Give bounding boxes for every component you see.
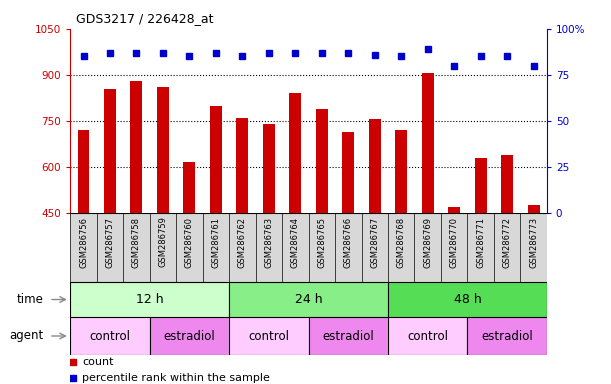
Bar — [309, 317, 388, 355]
Text: 12 h: 12 h — [136, 293, 164, 306]
Bar — [70, 282, 229, 317]
Text: estradiol: estradiol — [164, 329, 215, 343]
Text: time: time — [17, 293, 44, 306]
Bar — [70, 317, 150, 355]
Text: GSM286763: GSM286763 — [265, 217, 273, 268]
Text: control: control — [248, 329, 290, 343]
Bar — [501, 155, 513, 213]
Text: GDS3217 / 226428_at: GDS3217 / 226428_at — [76, 12, 214, 25]
Text: GSM286756: GSM286756 — [79, 217, 88, 268]
Text: agent: agent — [10, 329, 44, 343]
Bar — [210, 106, 222, 213]
Bar — [388, 282, 547, 317]
Text: GSM286766: GSM286766 — [344, 217, 353, 268]
Bar — [388, 317, 467, 355]
Bar — [131, 81, 142, 213]
Text: GSM286769: GSM286769 — [423, 217, 432, 268]
Bar — [183, 162, 196, 213]
Text: GSM286757: GSM286757 — [106, 217, 114, 268]
Bar — [342, 132, 354, 213]
Text: GSM286761: GSM286761 — [211, 217, 221, 268]
Bar — [290, 93, 301, 213]
Text: count: count — [82, 358, 114, 367]
Text: 24 h: 24 h — [295, 293, 323, 306]
Bar — [395, 130, 407, 213]
Bar — [467, 317, 547, 355]
Text: estradiol: estradiol — [323, 329, 374, 343]
Text: GSM286765: GSM286765 — [317, 217, 326, 268]
Text: GSM286772: GSM286772 — [503, 217, 511, 268]
Bar — [422, 73, 434, 213]
Text: GSM286770: GSM286770 — [450, 217, 459, 268]
Bar — [448, 207, 460, 213]
Bar — [229, 282, 388, 317]
Text: control: control — [89, 329, 131, 343]
Text: estradiol: estradiol — [481, 329, 533, 343]
Bar — [150, 317, 229, 355]
Bar — [104, 89, 116, 213]
Bar — [369, 119, 381, 213]
Bar — [528, 205, 540, 213]
Bar — [316, 109, 327, 213]
Text: GSM286759: GSM286759 — [158, 217, 167, 267]
Bar — [475, 158, 486, 213]
Bar — [263, 124, 275, 213]
Text: control: control — [407, 329, 448, 343]
Text: GSM286771: GSM286771 — [476, 217, 485, 268]
Text: GSM286768: GSM286768 — [397, 217, 406, 268]
Bar — [157, 87, 169, 213]
Text: GSM286773: GSM286773 — [529, 217, 538, 268]
Text: GSM286760: GSM286760 — [185, 217, 194, 268]
Text: GSM286764: GSM286764 — [291, 217, 300, 268]
Text: GSM286758: GSM286758 — [132, 217, 141, 268]
Text: percentile rank within the sample: percentile rank within the sample — [82, 373, 270, 383]
Text: 48 h: 48 h — [453, 293, 481, 306]
Bar — [229, 317, 309, 355]
Bar — [236, 118, 248, 213]
Text: GSM286767: GSM286767 — [370, 217, 379, 268]
Text: GSM286762: GSM286762 — [238, 217, 247, 268]
Bar — [78, 130, 89, 213]
